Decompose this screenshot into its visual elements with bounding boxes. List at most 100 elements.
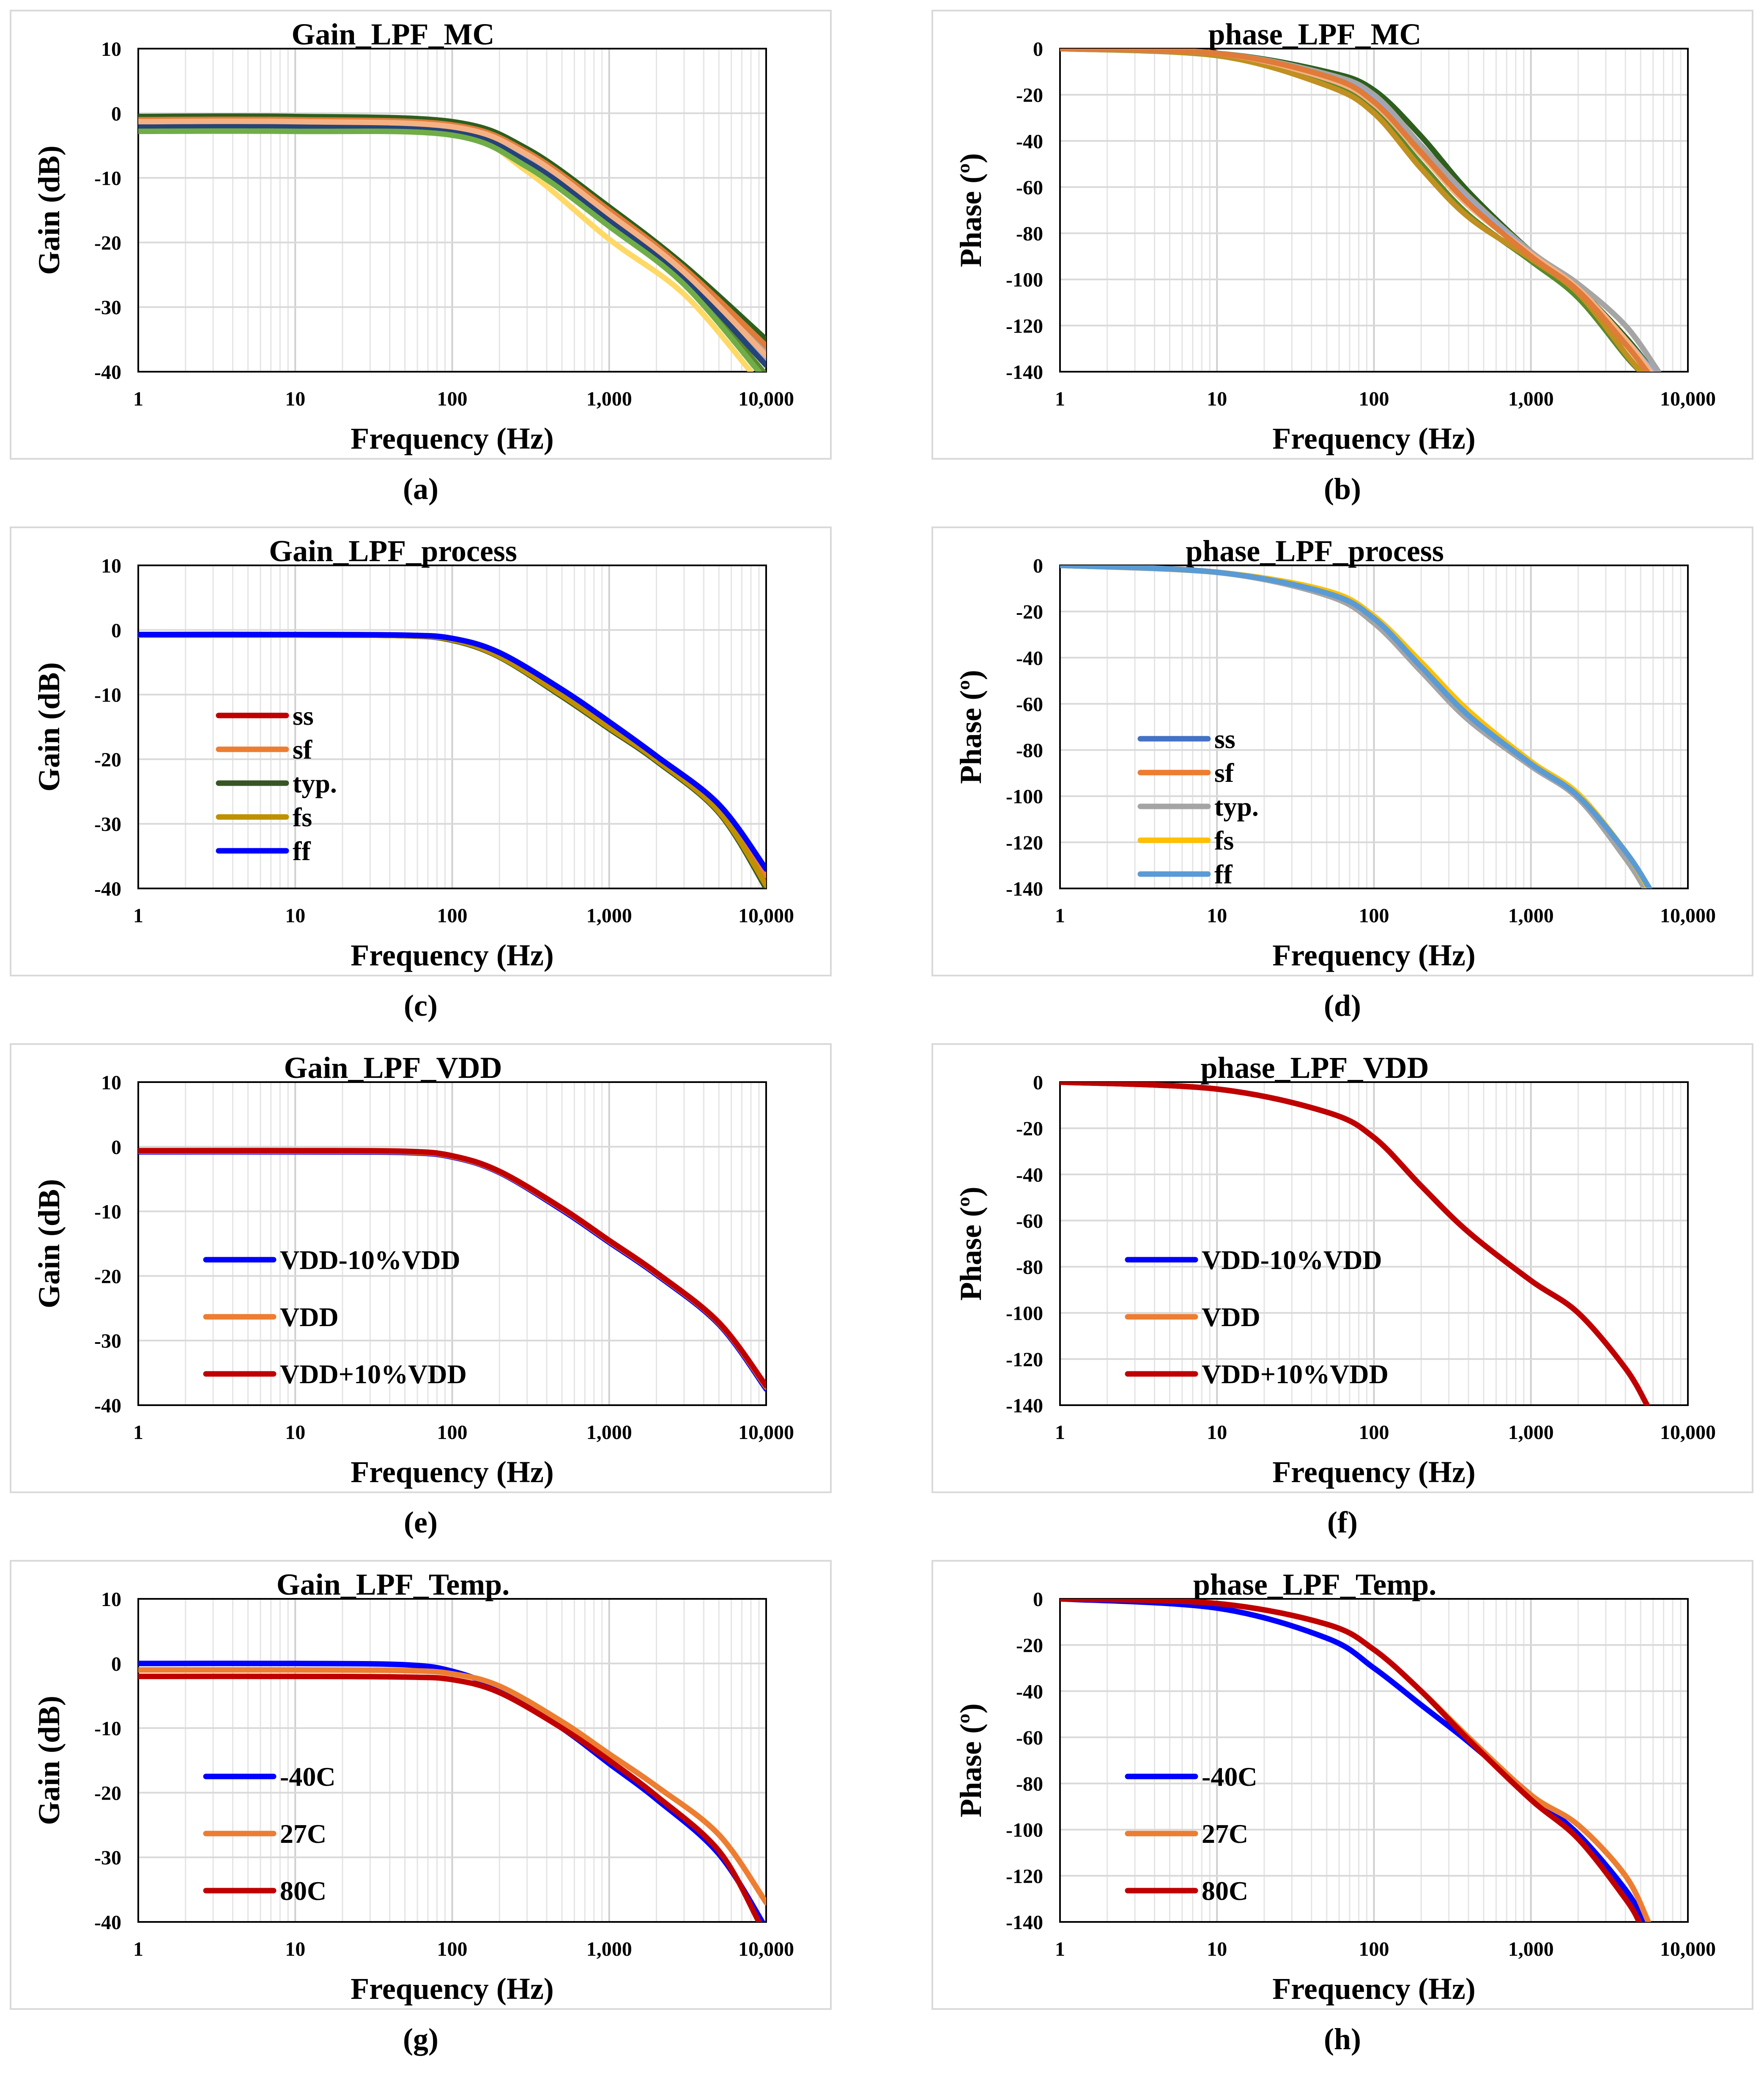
y-tick-label: 10 [101, 555, 121, 577]
legend-label: 80C [1202, 1876, 1248, 1906]
plot-area-border [1059, 1598, 1689, 1923]
legend-label: VDD+10%VDD [280, 1359, 467, 1389]
y-axis-label: Phase (º) [954, 153, 988, 267]
series-line [138, 123, 766, 368]
x-tick-label: 10 [1207, 1421, 1227, 1444]
y-tick-label: -20 [1016, 84, 1043, 107]
chart-title: phase_LPF_Temp. [1193, 1568, 1436, 1601]
panel-label: (c) [404, 989, 438, 1022]
y-tick-label: -120 [1006, 1349, 1043, 1371]
x-tick-label: 10,000 [738, 1938, 794, 1960]
y-tick-label: -20 [1016, 1634, 1043, 1657]
legend: -40C 27C 80C [1125, 1762, 1257, 1906]
y-tick-label: -80 [1016, 1773, 1043, 1795]
legend-label: VDD-10%VDD [280, 1245, 460, 1275]
x-tick-label: 10,000 [1660, 905, 1716, 927]
x-tick-label: 10,000 [1660, 1421, 1716, 1444]
panel-label: (d) [1324, 989, 1361, 1022]
y-axis-label: Phase (º) [954, 1187, 988, 1301]
x-tick-label: 10,000 [738, 1421, 794, 1444]
x-tick-label: 1,000 [586, 388, 632, 410]
y-tick-label: 0 [1033, 1588, 1043, 1611]
legend: VDD-10%VDD VDD VDD+10%VDD [203, 1245, 467, 1389]
x-tick-label: 10,000 [1660, 1938, 1716, 1960]
x-tick-label: 1,000 [586, 1421, 632, 1444]
plot-area-border [1059, 48, 1689, 373]
y-tick-label: -40 [94, 878, 121, 900]
y-tick-label: -140 [1006, 878, 1043, 900]
y-tick-label: -140 [1006, 1911, 1043, 1934]
y-axis-label: Gain (dB) [32, 662, 66, 792]
x-tick-label: 10 [285, 1938, 305, 1960]
y-tick-label: 10 [101, 1588, 121, 1611]
legend-label: typ. [1214, 792, 1259, 822]
x-tick-label: 1,000 [1508, 905, 1554, 927]
series-group [138, 1148, 766, 1392]
legend-label: fs [1214, 825, 1234, 855]
series-group [1060, 49, 1662, 372]
y-axis-label: Gain (dB) [32, 1696, 66, 1825]
legend: -40C 27C 80C [203, 1762, 336, 1906]
y-tick-label: -60 [1016, 693, 1043, 715]
y-tick-label: -30 [94, 1330, 121, 1352]
y-tick-label: 0 [111, 619, 121, 642]
y-tick-label: -80 [1016, 1256, 1043, 1279]
chart-panel-b: 0 -20 -40 -60 -80 -100 -120 -140 1 10 100 1,000 10,0… [931, 10, 1753, 460]
x-tick-label: 1,000 [1508, 1421, 1554, 1444]
y-axis-label: Phase (º) [954, 1703, 988, 1817]
legend-label: VDD+10%VDD [1202, 1359, 1389, 1389]
x-tick-label: 1 [1055, 1938, 1065, 1960]
x-tick-label: 1 [133, 1421, 143, 1444]
legend-label: ff [1214, 859, 1233, 889]
plot-area-border [137, 1598, 767, 1923]
legend-label: VDD [1202, 1302, 1260, 1332]
x-tick-label: 1 [1055, 388, 1065, 410]
y-tick-label: -100 [1006, 1302, 1043, 1325]
y-tick-label: -40 [1016, 130, 1043, 153]
y-tick-label: -20 [1016, 601, 1043, 623]
chart-panel-a: 100-10-20-30-401 10 100 1,000 10,000Frequenc… [10, 10, 832, 460]
y-axis-label: Gain (dB) [32, 145, 66, 275]
grid-lines [138, 565, 766, 888]
plot-area-border [1059, 565, 1689, 889]
y-tick-label: 0 [111, 103, 121, 125]
y-tick-label: -140 [1006, 1395, 1043, 1417]
chart-frame [10, 1043, 832, 1493]
x-tick-label: 100 [1359, 1421, 1389, 1444]
chart-panel-d: 0 -20 -40 -60 -80 -100 -120 -140 1 10 100 1,000 10,0… [931, 526, 1753, 976]
x-axis-label: Frequency (Hz) [351, 422, 554, 455]
y-axis-label: Phase (º) [954, 670, 988, 784]
series-line [1060, 565, 1652, 888]
x-tick-label: 1 [133, 1938, 143, 1960]
y-tick-label: 0 [111, 1653, 121, 1675]
legend-label: -40C [280, 1762, 336, 1792]
y-tick-label: -40 [94, 361, 121, 384]
panel-label: (g) [403, 2022, 438, 2056]
y-tick-label: -20 [94, 1265, 121, 1288]
series-line [138, 1673, 762, 1922]
panel-label: (a) [403, 472, 438, 506]
legend: VDD-10%VDD VDD VDD+10%VDD [1125, 1245, 1389, 1389]
chart-title: Gain_LPF_MC [292, 17, 495, 51]
y-tick-label: -40 [1016, 1680, 1043, 1703]
series-line [138, 1148, 766, 1389]
y-tick-label: -120 [1006, 315, 1043, 337]
y-tick-label: 10 [101, 38, 121, 60]
chart-frame [931, 1560, 1753, 2010]
legend-label: ff [293, 836, 311, 866]
grid-lines [1060, 1082, 1688, 1405]
x-tick-label: 10 [285, 1421, 305, 1444]
y-tick-label: -140 [1006, 361, 1043, 384]
x-tick-label: 1 [133, 905, 143, 927]
x-tick-label: 1,000 [1508, 1938, 1554, 1960]
y-tick-label: -30 [94, 1847, 121, 1869]
x-tick-label: 1,000 [586, 1938, 632, 1960]
y-tick-label: -100 [1006, 269, 1043, 291]
legend-label: -40C [1202, 1762, 1257, 1792]
y-tick-label: 0 [1033, 38, 1043, 60]
y-tick-label: -10 [94, 1201, 121, 1223]
chart-panel-c: 100-10-20-30-401 10 100 1,000 10,000Frequenc… [10, 526, 832, 976]
x-tick-label: 10,000 [738, 905, 794, 927]
